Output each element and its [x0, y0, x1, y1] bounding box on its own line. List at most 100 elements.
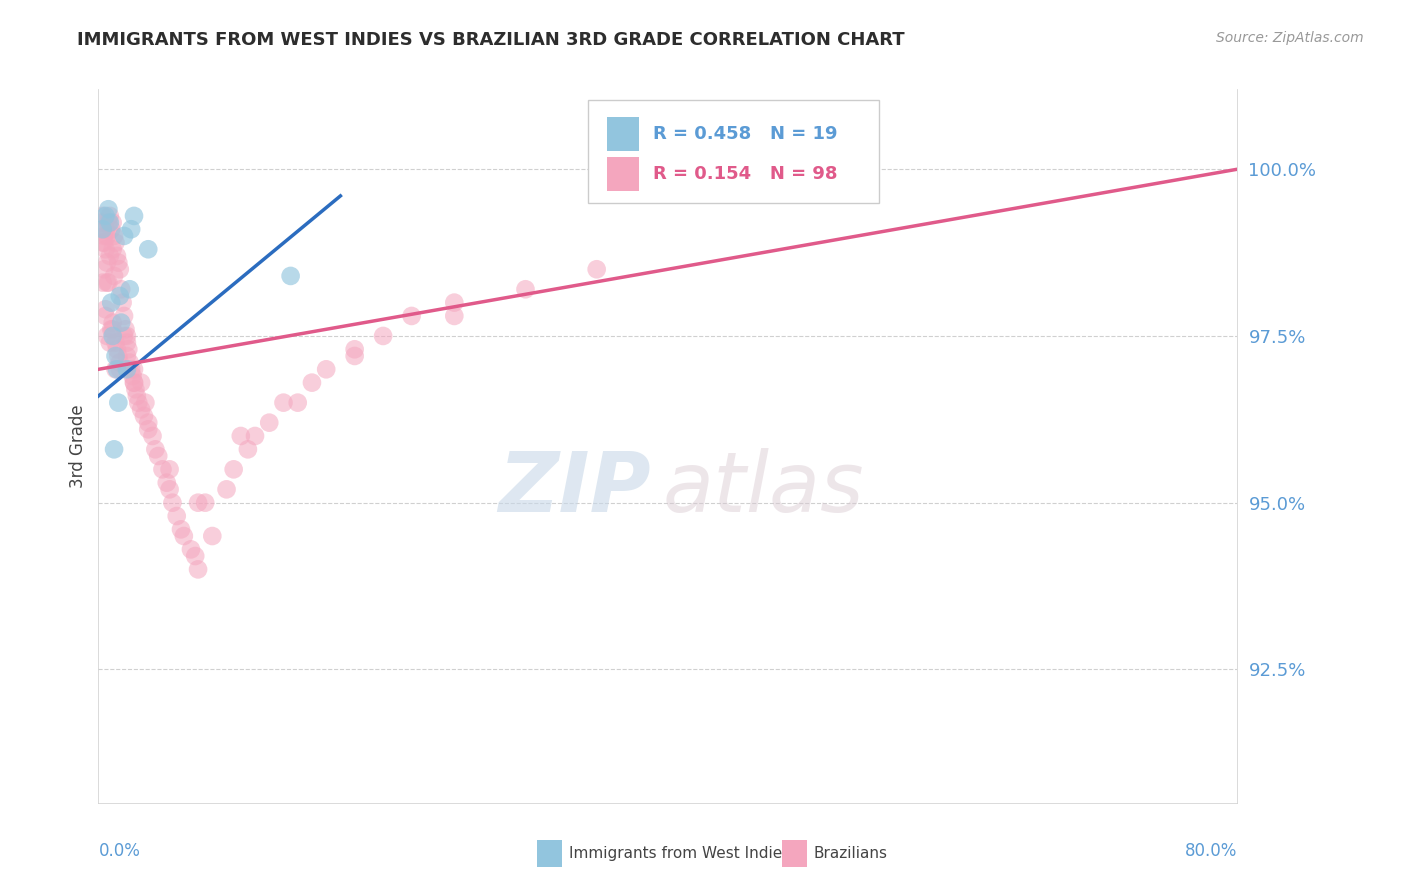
- Point: [136, 422, 159, 436]
- Point: [94, 302, 117, 317]
- Point: [115, 335, 138, 350]
- Point: [187, 562, 209, 576]
- Point: [101, 316, 124, 330]
- Point: [104, 335, 127, 350]
- Point: [115, 329, 138, 343]
- Point: [162, 496, 184, 510]
- Y-axis label: 3rd Grade: 3rd Grade: [69, 404, 87, 488]
- Point: [93, 228, 115, 243]
- Point: [103, 228, 125, 243]
- Point: [799, 149, 821, 163]
- Point: [104, 349, 127, 363]
- Point: [107, 395, 129, 409]
- Point: [343, 349, 366, 363]
- Text: 80.0%: 80.0%: [1185, 842, 1237, 860]
- Point: [108, 289, 131, 303]
- Point: [101, 216, 124, 230]
- Point: [585, 262, 607, 277]
- Point: [97, 202, 120, 217]
- Point: [136, 242, 159, 256]
- Point: [136, 416, 159, 430]
- Text: 0.0%: 0.0%: [98, 842, 141, 860]
- Point: [120, 362, 142, 376]
- Point: [187, 496, 209, 510]
- Point: [301, 376, 323, 390]
- Point: [107, 349, 129, 363]
- Point: [201, 529, 224, 543]
- FancyBboxPatch shape: [588, 100, 879, 203]
- Point: [98, 209, 121, 223]
- Text: R = 0.154   N = 98: R = 0.154 N = 98: [652, 165, 838, 183]
- Point: [401, 309, 423, 323]
- Point: [100, 322, 122, 336]
- Point: [148, 449, 170, 463]
- Point: [101, 322, 124, 336]
- Bar: [607, 157, 640, 191]
- Point: [159, 483, 181, 497]
- Point: [273, 395, 295, 409]
- Point: [122, 209, 145, 223]
- Point: [259, 416, 281, 430]
- Point: [108, 356, 131, 370]
- Point: [110, 316, 132, 330]
- Point: [180, 542, 202, 557]
- Point: [194, 496, 217, 510]
- Point: [118, 282, 141, 296]
- Point: [91, 209, 114, 223]
- Point: [98, 249, 121, 263]
- Point: [443, 295, 465, 310]
- Text: IMMIGRANTS FROM WEST INDIES VS BRAZILIAN 3RD GRADE CORRELATION CHART: IMMIGRANTS FROM WEST INDIES VS BRAZILIAN…: [77, 31, 905, 49]
- Point: [104, 362, 127, 376]
- Point: [97, 216, 120, 230]
- Point: [236, 442, 259, 457]
- Point: [121, 368, 143, 383]
- Point: [112, 329, 135, 343]
- Point: [108, 262, 131, 277]
- Point: [90, 216, 112, 230]
- Bar: [537, 840, 562, 867]
- Point: [122, 376, 145, 390]
- Point: [108, 362, 131, 376]
- Point: [101, 329, 124, 343]
- Point: [122, 362, 145, 376]
- Point: [122, 376, 145, 390]
- Point: [105, 362, 128, 376]
- Point: [173, 529, 195, 543]
- Point: [112, 309, 135, 323]
- Point: [91, 276, 114, 290]
- Point: [152, 462, 174, 476]
- Point: [129, 376, 152, 390]
- Text: ZIP: ZIP: [498, 449, 651, 529]
- Point: [112, 228, 135, 243]
- Text: R = 0.458   N = 19: R = 0.458 N = 19: [652, 125, 838, 143]
- Text: Brazilians: Brazilians: [814, 846, 887, 861]
- Point: [184, 549, 207, 563]
- Point: [103, 268, 125, 283]
- Point: [124, 382, 146, 396]
- Point: [229, 429, 252, 443]
- Point: [371, 329, 394, 343]
- Point: [105, 343, 128, 357]
- Point: [104, 235, 127, 250]
- Point: [94, 309, 117, 323]
- Text: Source: ZipAtlas.com: Source: ZipAtlas.com: [1216, 31, 1364, 45]
- Point: [94, 242, 117, 256]
- Point: [96, 276, 118, 290]
- Point: [98, 216, 121, 230]
- Point: [170, 522, 193, 536]
- Point: [115, 362, 138, 376]
- Point: [96, 255, 118, 269]
- Point: [91, 235, 114, 250]
- Point: [443, 309, 465, 323]
- Point: [96, 228, 118, 243]
- Point: [96, 329, 118, 343]
- Point: [100, 295, 122, 310]
- Point: [110, 282, 132, 296]
- Point: [129, 402, 152, 417]
- Point: [101, 242, 124, 256]
- Text: Immigrants from West Indies: Immigrants from West Indies: [569, 846, 790, 861]
- Bar: [607, 117, 640, 152]
- Point: [97, 276, 120, 290]
- Point: [215, 483, 238, 497]
- Point: [141, 429, 163, 443]
